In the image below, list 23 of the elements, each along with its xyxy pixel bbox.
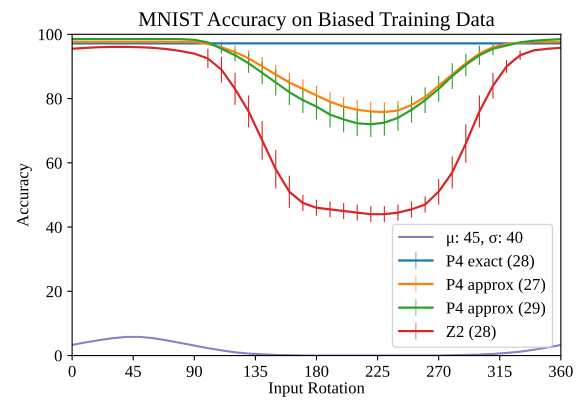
x-tick-label: 270 — [426, 366, 451, 377]
chart-title: MNIST Accuracy on Biased Training Data — [138, 12, 495, 30]
y-tick-label: 60 — [46, 158, 62, 169]
legend-label: Z2 (28) — [446, 325, 496, 341]
x-axis-title: Input Rotation — [268, 382, 365, 397]
x-tick-label: 90 — [186, 366, 202, 377]
y-axis-title: Accuracy — [17, 163, 32, 227]
legend-label: P4 approx (29) — [446, 302, 546, 317]
legend-label: P4 approx (27) — [446, 278, 546, 294]
x-tick-label: 0 — [68, 366, 76, 377]
y-tick-label: 100 — [38, 29, 62, 40]
x-tick-label: 315 — [488, 366, 512, 377]
legend-label: P4 exact (28) — [446, 254, 534, 270]
y-tick-label: 20 — [46, 286, 62, 298]
x-tick-label: 360 — [549, 366, 573, 377]
y-tick-label: 0 — [54, 350, 62, 362]
x-tick-label: 180 — [305, 366, 328, 377]
y-tick-label: 40 — [46, 222, 62, 233]
x-tick-label: 225 — [366, 366, 390, 377]
y-tick-label: 80 — [46, 93, 62, 105]
x-tick-label: 135 — [244, 366, 268, 377]
legend-label: μ: 45, σ: 40 — [447, 232, 522, 246]
x-tick-label: 45 — [125, 366, 141, 377]
